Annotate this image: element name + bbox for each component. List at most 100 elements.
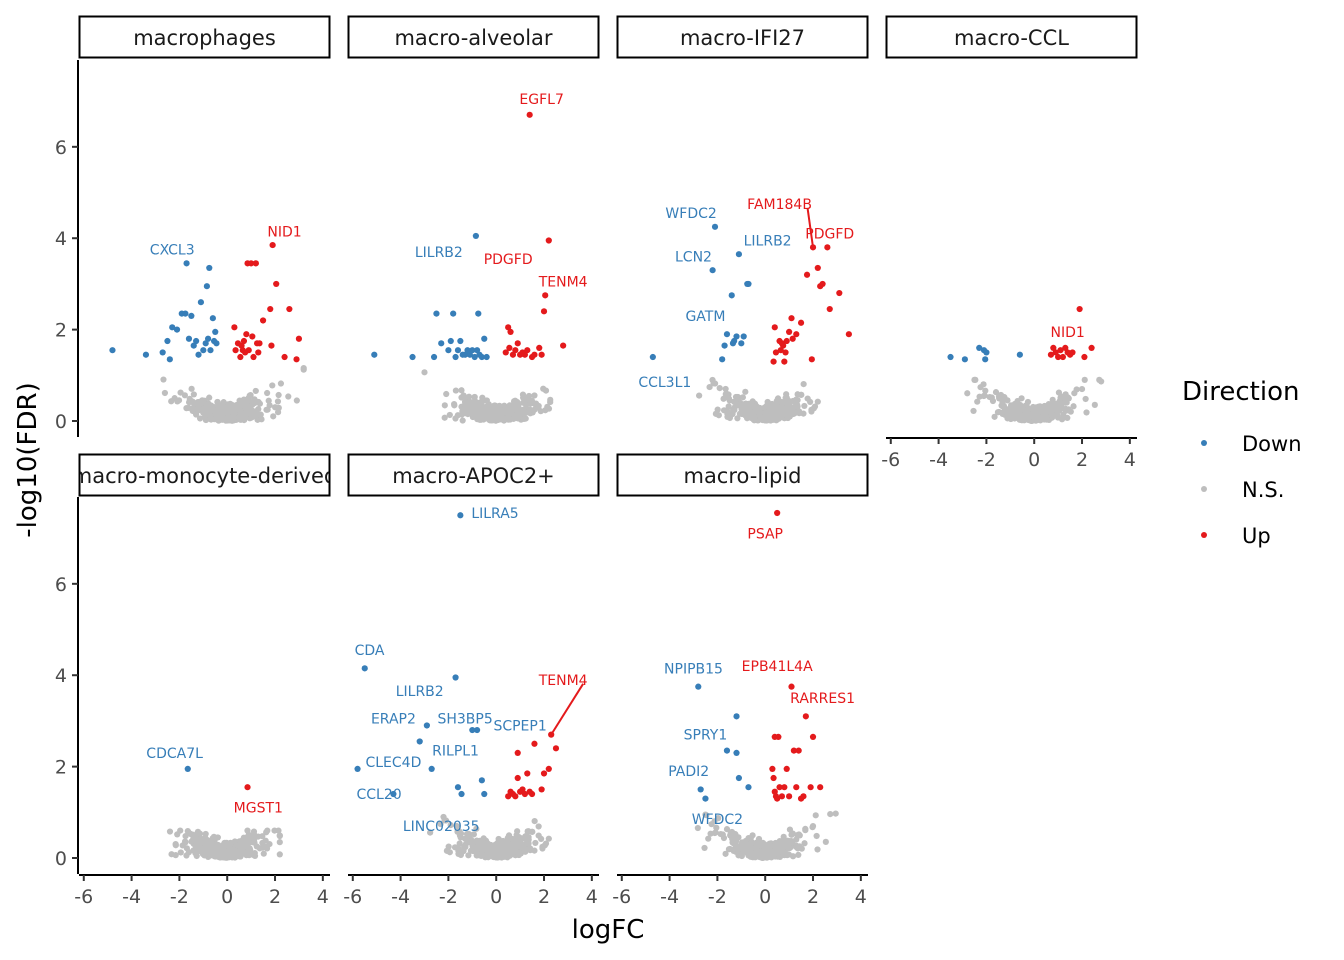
point-ns: [1064, 414, 1071, 421]
point-up: [267, 305, 274, 313]
point-ns: [276, 832, 283, 839]
point-up: [814, 264, 821, 272]
x-tick-label: 4: [855, 886, 867, 908]
point-down: [738, 340, 745, 347]
point-up: [781, 784, 788, 791]
gene-label: PDGFD: [805, 227, 854, 243]
point-down: [697, 786, 704, 793]
point-up: [777, 347, 784, 354]
point-up: [524, 347, 531, 354]
point-ns: [166, 828, 174, 835]
point-up: [538, 351, 545, 358]
x-tick-label: -4: [660, 886, 679, 908]
facet-title: macro-APOC2+: [392, 464, 555, 488]
point-ns: [738, 851, 745, 858]
point-ns: [514, 828, 521, 835]
point-down: [709, 267, 716, 274]
gene-label: LINC02035: [403, 819, 480, 835]
point-ns: [518, 835, 525, 842]
point-ns: [184, 827, 191, 835]
point-down: [438, 340, 445, 347]
point-ns: [461, 405, 468, 412]
point-down: [458, 790, 465, 798]
point-up: [1076, 305, 1083, 313]
x-tick-label: 0: [490, 886, 502, 908]
point-down: [695, 683, 702, 690]
point-ns: [802, 825, 809, 832]
point-ns: [1065, 395, 1072, 402]
x-axis-title: logFC: [572, 915, 645, 945]
point-up: [531, 740, 538, 747]
point-up: [509, 351, 517, 358]
point-ns: [214, 834, 221, 841]
point-down: [142, 351, 150, 358]
point-ns: [977, 384, 984, 391]
point-up: [250, 353, 257, 361]
point-ns: [192, 842, 199, 849]
point-down: [173, 326, 181, 333]
point-ns: [277, 380, 285, 387]
point-ns: [230, 408, 237, 415]
point-up: [797, 319, 805, 326]
point-ns: [457, 830, 465, 837]
point-ns: [723, 826, 731, 833]
point-ns: [539, 843, 546, 850]
x-tick-label: 2: [1076, 449, 1088, 471]
point-down: [745, 784, 752, 791]
point-ns: [258, 416, 265, 423]
point-ns: [501, 408, 508, 415]
point-down: [200, 347, 207, 354]
point-down: [478, 353, 485, 361]
point-down: [190, 342, 197, 349]
point-ns: [764, 414, 771, 421]
point-down: [457, 337, 464, 345]
point-up: [1055, 353, 1062, 361]
point-down: [204, 335, 212, 342]
point-down: [185, 335, 193, 342]
point-ns: [520, 399, 527, 406]
x-tick-label: -2: [977, 449, 996, 471]
point-ns: [753, 844, 760, 851]
point-down: [472, 232, 479, 240]
point-ns: [473, 825, 480, 832]
point-down: [471, 353, 478, 361]
point-up: [788, 683, 795, 690]
point-ns: [531, 406, 538, 413]
x-tick-label: 2: [269, 886, 281, 908]
point-ns: [708, 821, 715, 828]
point-down: [184, 765, 191, 772]
panel-macro-monocyte-derived: macro-monocyte-derived CDCA7L MGST1 0 2 4 6 -6 -…: [55, 453, 331, 908]
point-ns: [188, 385, 195, 392]
facet-title: macro-lipid: [683, 464, 801, 488]
point-ns: [545, 835, 552, 842]
point-up: [281, 353, 288, 361]
y-axis-title: -log10(FDR): [13, 382, 43, 537]
point-ns: [443, 847, 450, 854]
point-ns: [747, 402, 754, 409]
point-up: [1052, 349, 1059, 356]
y-tick-label: 4: [55, 665, 67, 687]
point-ns: [255, 833, 262, 840]
point-ns: [1014, 412, 1021, 419]
point-ns: [507, 844, 515, 851]
point-up: [502, 349, 509, 356]
point-up: [775, 733, 782, 741]
point-up: [781, 358, 788, 365]
gene-label: SPRY1: [684, 728, 728, 744]
point-up: [800, 793, 807, 800]
legend-key-up: [1201, 532, 1207, 538]
point-ns: [832, 810, 839, 817]
point-up: [507, 328, 514, 335]
point-down: [452, 674, 459, 681]
point-ns: [182, 832, 189, 840]
point-ns: [496, 402, 503, 409]
point-ns: [814, 398, 821, 405]
point-ns: [262, 843, 269, 850]
point-ns: [516, 849, 523, 856]
point-up: [769, 765, 776, 772]
gene-label: FAM184B: [747, 197, 812, 213]
point-down: [193, 337, 200, 345]
x-tick-label: 2: [807, 886, 819, 908]
point-ns: [827, 811, 834, 818]
